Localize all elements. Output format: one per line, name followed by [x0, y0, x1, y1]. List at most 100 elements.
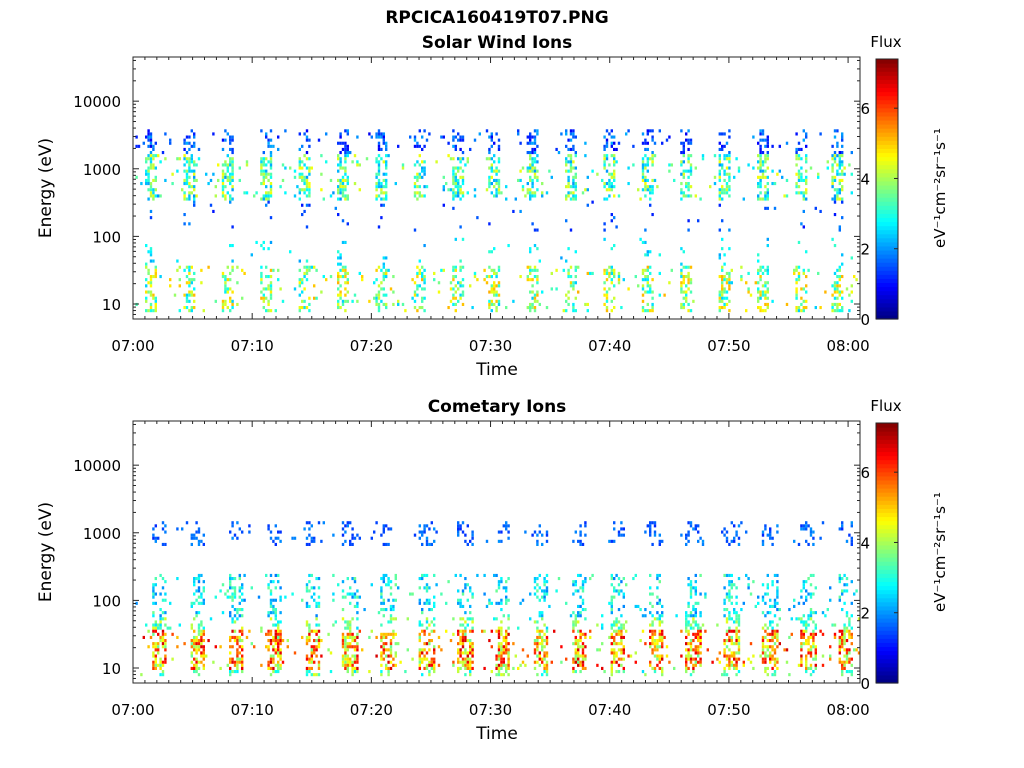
heatmap-cell — [200, 601, 203, 605]
heatmap-cell — [730, 654, 733, 658]
heatmap-cell — [233, 592, 237, 596]
heatmap-cell — [759, 293, 762, 297]
heatmap-cell — [387, 648, 390, 652]
heatmap-cell — [305, 673, 309, 677]
heatmap-cell — [800, 632, 803, 636]
heatmap-cell — [836, 197, 839, 201]
heatmap-cell — [565, 259, 568, 263]
heatmap-cell — [346, 129, 349, 133]
heatmap-cell — [164, 530, 167, 534]
heatmap-cell — [411, 296, 414, 300]
heatmap-cell — [833, 290, 837, 294]
heatmap-cell — [351, 654, 354, 658]
heatmap-cell — [725, 191, 729, 195]
heatmap-cell — [533, 228, 537, 232]
heatmap-cell — [524, 194, 527, 198]
heatmap-cell — [267, 141, 270, 145]
heatmap-cell — [577, 648, 580, 652]
heatmap-cell — [641, 157, 645, 161]
heatmap-cell — [694, 601, 697, 605]
colorbar-swatch — [876, 213, 898, 219]
heatmap-cell — [735, 629, 738, 633]
heatmap-cell — [565, 299, 568, 303]
heatmap-cell — [231, 536, 234, 540]
heatmap-cell — [613, 620, 616, 624]
heatmap-cell — [488, 157, 491, 161]
heatmap-cell — [428, 132, 431, 136]
heatmap-cell — [728, 663, 731, 667]
heatmap-cell — [656, 645, 659, 649]
heatmap-cell — [301, 290, 304, 294]
heatmap-cell — [269, 284, 273, 288]
heatmap-cell — [159, 617, 162, 621]
heatmap-cell — [833, 194, 837, 198]
heatmap-cell — [591, 200, 594, 204]
heatmap-cell — [238, 586, 241, 590]
heatmap-cell — [831, 623, 834, 627]
heatmap-cell — [644, 530, 647, 534]
heatmap-cell — [418, 185, 421, 189]
heatmap-cell — [728, 629, 731, 633]
heatmap-cell — [545, 651, 549, 655]
heatmap-cell — [202, 648, 205, 652]
heatmap-cell — [145, 169, 148, 173]
heatmap-cell — [154, 302, 157, 306]
heatmap-cell — [507, 654, 510, 658]
heatmap-cell — [505, 629, 508, 633]
heatmap-cell — [382, 262, 385, 266]
heatmap-cell — [841, 645, 844, 649]
heatmap-cell — [680, 262, 683, 266]
heatmap-cell — [800, 629, 803, 633]
heatmap-cell — [641, 178, 645, 182]
heatmap-cell — [464, 620, 467, 624]
heatmap-cell — [658, 635, 661, 639]
heatmap-cell — [152, 623, 155, 627]
heatmap-cell — [797, 278, 801, 282]
heatmap-cell — [377, 225, 381, 229]
heatmap-cell — [459, 601, 462, 605]
heatmap-cell — [226, 265, 229, 269]
heatmap-cell — [265, 645, 268, 649]
heatmap-cell — [469, 651, 472, 655]
heatmap-cell — [245, 191, 249, 195]
heatmap-cell — [368, 132, 371, 136]
heatmap-cell — [759, 275, 762, 279]
heatmap-cell — [608, 265, 611, 269]
heatmap-cell — [567, 185, 570, 189]
heatmap-cell — [217, 178, 220, 182]
heatmap-cell — [646, 169, 649, 173]
heatmap-cell — [572, 539, 575, 543]
heatmap-cell — [761, 169, 765, 173]
heatmap-cell — [233, 589, 237, 593]
heatmap-cell — [577, 604, 580, 608]
heatmap-cell — [838, 178, 841, 182]
colorbar-swatch — [876, 144, 898, 149]
heatmap-cell — [603, 147, 606, 151]
heatmap-cell — [761, 626, 765, 630]
heatmap-cell — [466, 654, 469, 658]
heatmap-cell — [735, 635, 738, 639]
heatmap-cell — [385, 147, 388, 151]
heatmap-cell — [845, 657, 849, 661]
heatmap-cell — [490, 182, 493, 186]
heatmap-cell — [512, 666, 515, 670]
heatmap-cell — [730, 601, 733, 605]
heatmap-cell — [169, 138, 172, 142]
heatmap-cell — [497, 268, 501, 272]
heatmap-cell — [147, 172, 150, 176]
heatmap-cell — [176, 645, 179, 649]
heatmap-cell — [649, 287, 652, 291]
heatmap-cell — [152, 154, 155, 158]
heatmap-cell — [615, 654, 618, 658]
heatmap-cell — [298, 259, 301, 263]
heatmap-cell — [188, 135, 191, 139]
heatmap-cell — [305, 623, 309, 627]
heatmap-cell — [380, 132, 383, 136]
heatmap-cell — [728, 573, 731, 577]
heatmap-cell — [831, 169, 834, 173]
heatmap-cell — [265, 132, 268, 136]
heatmap-cell — [661, 670, 664, 674]
heatmap-cell — [183, 141, 186, 145]
heatmap-cell — [346, 299, 349, 303]
heatmap-cell — [221, 302, 225, 306]
